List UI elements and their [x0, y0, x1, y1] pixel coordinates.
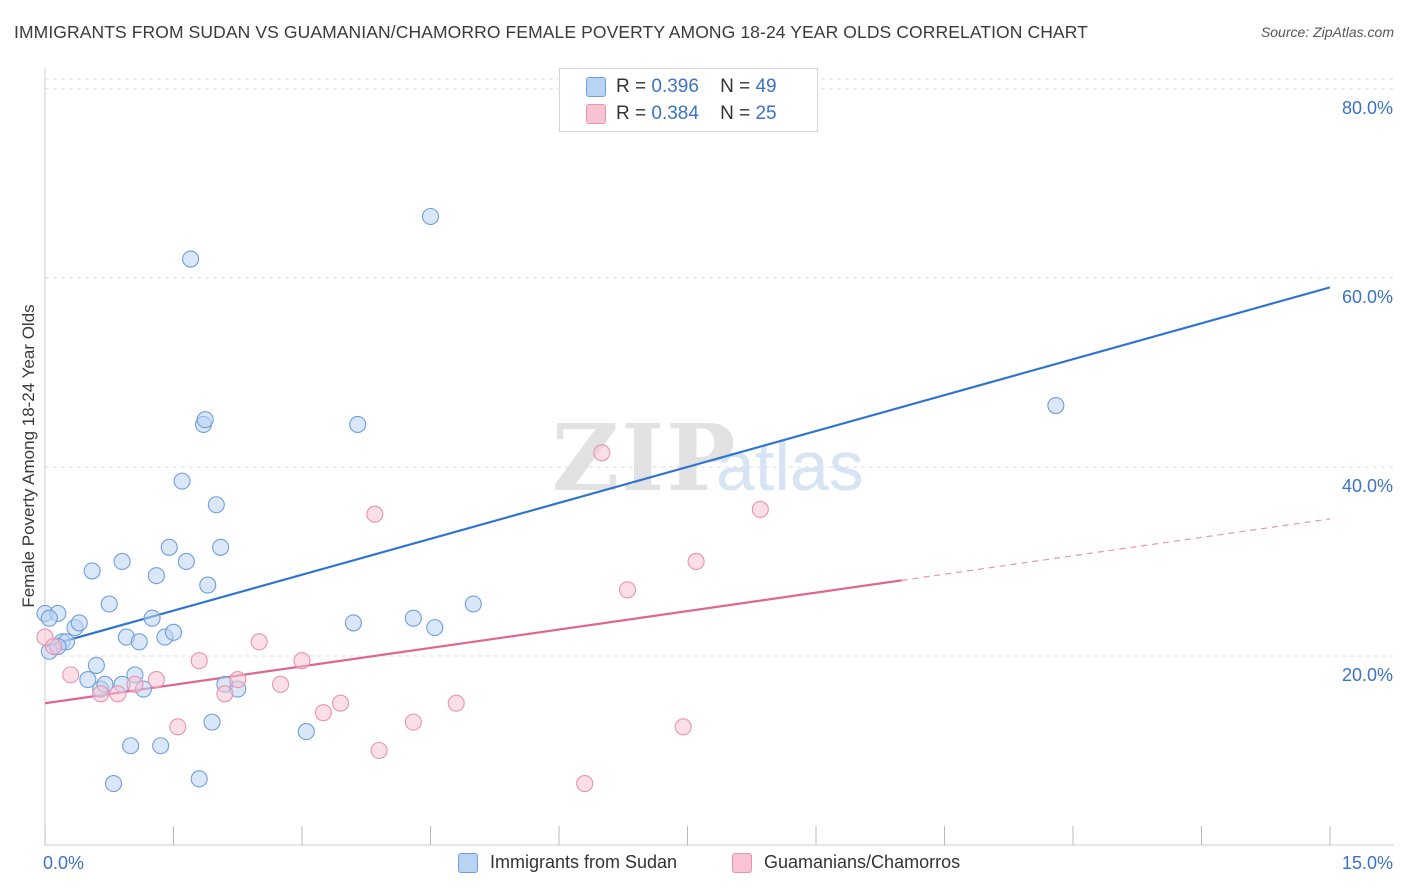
sudan-point: [199, 576, 217, 594]
y-tick-label: 80.0%: [1342, 98, 1393, 118]
chamorro-trend-extension: [901, 518, 1331, 581]
chamorro-point: [126, 675, 144, 693]
bottom-legend-chamorro: Guamanians/Chamorros: [732, 852, 960, 873]
legend-n-value: 25: [755, 103, 777, 124]
sudan-point: [113, 552, 131, 571]
sudan-point: [122, 737, 140, 755]
chamorro-point: [147, 671, 165, 689]
chamorro-point: [331, 694, 350, 712]
sudan-point: [404, 609, 422, 627]
sudan-point: [190, 770, 208, 788]
sudan-point: [143, 609, 161, 627]
bottom-legend-label: Immigrants from Sudan: [490, 852, 678, 872]
legend-row-chamorro: R = 0.384 N = 25: [586, 102, 777, 126]
grid-lines: [45, 78, 1394, 657]
sudan-point: [464, 595, 482, 613]
sudan-point: [87, 656, 105, 674]
sudan-point: [196, 411, 214, 429]
x-tick-label: 0.0%: [43, 853, 84, 873]
legend-r-value: 0.384: [651, 103, 699, 124]
chamorro-trend-line: [44, 579, 902, 705]
sudan-point: [160, 538, 178, 556]
y-tick-label: 40.0%: [1342, 476, 1393, 496]
y-axis-label: Female Poverty Among 18-24 Year Olds: [19, 304, 38, 607]
sudan-point: [70, 614, 88, 632]
sudan-point: [182, 250, 200, 268]
bottom-swatch-pink: [732, 852, 752, 873]
chamorro-point: [370, 741, 388, 760]
legend-swatch-pink: [586, 104, 606, 124]
sudan-point: [100, 595, 118, 613]
sudan-point: [164, 623, 183, 641]
trend-lines: [44, 286, 1331, 705]
legend: R = 0.396 N = 49 R = 0.384 N = 25: [559, 68, 818, 132]
x-tick-label: 15.0%: [1342, 853, 1393, 873]
sudan-point: [130, 633, 148, 651]
legend-n-value: 49: [755, 76, 777, 97]
tick-labels: 20.0% 40.0% 60.0% 80.0% 0.0% 15.0%: [43, 98, 1393, 873]
legend-r-label: R =: [616, 76, 647, 97]
chart-title: IMMIGRANTS FROM SUDAN VS GUAMANIAN/CHAMO…: [14, 22, 1088, 42]
watermark-zip: ZIP: [552, 404, 737, 512]
sudan-point: [147, 567, 165, 585]
source-credit: Source: ZipAtlas.com: [1260, 24, 1394, 40]
bottom-legend-sudan: Immigrants from Sudan: [458, 852, 677, 873]
chamorro-point: [62, 666, 80, 684]
y-tick-label: 60.0%: [1342, 287, 1393, 307]
chamorro-point: [190, 652, 208, 670]
chamorro-point: [229, 671, 247, 689]
data-points: [36, 207, 1065, 793]
chamorro-point: [593, 444, 611, 462]
legend-n-label: N =: [720, 76, 751, 97]
sudan-point: [40, 609, 58, 627]
sudan-point: [349, 415, 367, 433]
chamorro-point: [45, 637, 63, 656]
sudan-point: [421, 207, 440, 226]
sudan-point: [207, 496, 225, 514]
chamorro-point: [576, 775, 594, 793]
sudan-point: [83, 562, 101, 580]
chamorro-point: [109, 685, 127, 703]
chamorro-point: [751, 500, 769, 519]
chamorro-point: [293, 652, 311, 670]
chamorro-point: [618, 581, 637, 599]
legend-swatch-blue: [586, 77, 606, 97]
chamorro-point: [92, 685, 110, 703]
sudan-point: [173, 472, 191, 490]
sudan-point: [104, 775, 123, 793]
sudan-point: [297, 723, 315, 741]
chamorro-point: [250, 633, 268, 651]
sudan-point: [203, 713, 221, 731]
sudan-point: [426, 619, 444, 637]
legend-row-sudan: R = 0.396 N = 49: [586, 75, 777, 99]
chamorro-point: [366, 505, 384, 523]
sudan-point: [344, 614, 362, 632]
legend-n-label: N =: [720, 103, 751, 124]
y-tick-label: 20.0%: [1342, 665, 1393, 685]
watermark: ZIP atlas: [552, 404, 864, 512]
chamorro-point: [272, 675, 290, 693]
legend-r-value: 0.396: [651, 76, 699, 97]
chamorro-point: [404, 713, 422, 731]
legend-r-label: R =: [616, 103, 647, 124]
chamorro-point: [674, 718, 692, 736]
axes: [44, 68, 1394, 846]
chamorro-point: [447, 694, 465, 712]
sudan-point: [1047, 396, 1065, 415]
sudan-point: [212, 538, 230, 556]
watermark-atlas: atlas: [716, 427, 864, 505]
sudan-point: [152, 737, 170, 755]
chamorro-point: [314, 704, 332, 722]
chamorro-point: [687, 552, 705, 571]
sudan-trend-line: [44, 286, 1331, 648]
bottom-legend-label: Guamanians/Chamorros: [764, 852, 961, 872]
sudan-point: [79, 671, 97, 689]
chamorro-point: [169, 718, 187, 736]
bottom-swatch-blue: [458, 852, 478, 873]
sudan-point: [177, 552, 195, 571]
chamorro-point: [216, 685, 234, 703]
